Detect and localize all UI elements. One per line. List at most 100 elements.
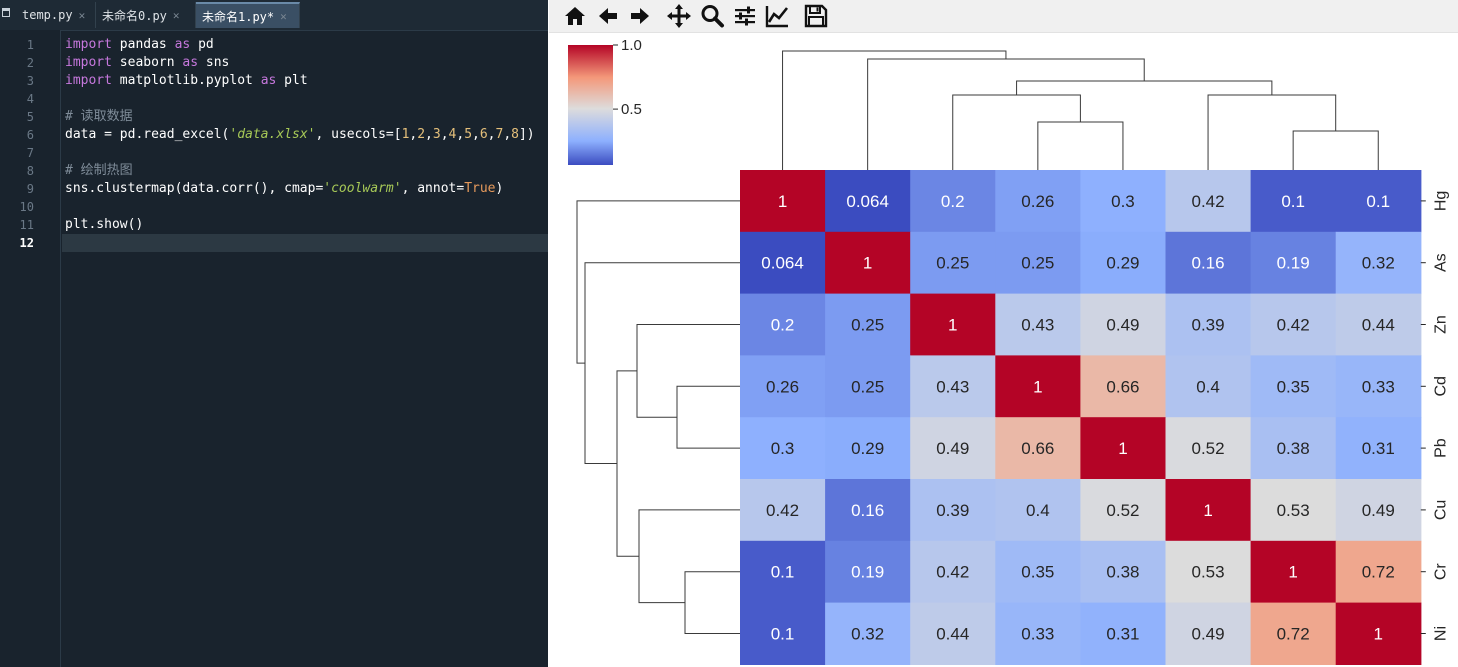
zoom-icon[interactable] bbox=[699, 3, 725, 29]
code-token: pandas bbox=[111, 37, 175, 52]
heatmap-cell-annotation: 0.66 bbox=[1021, 439, 1054, 458]
tab-untitled-0-py[interactable]: 未命名0.py ✕ bbox=[96, 2, 196, 28]
tab-untitled-1-py[interactable]: 未命名1.py* ✕ bbox=[196, 2, 300, 28]
heatmap-cell bbox=[825, 417, 911, 480]
heatmap-cell bbox=[740, 355, 826, 418]
line-number: 10 bbox=[19, 200, 34, 214]
heatmap-cell bbox=[1250, 355, 1337, 418]
heatmap-cell bbox=[1250, 540, 1337, 604]
home-icon[interactable] bbox=[562, 3, 588, 29]
close-icon[interactable]: ✕ bbox=[280, 9, 287, 23]
code-token: , bbox=[487, 127, 496, 142]
heatmap-cell-annotation: 0.1 bbox=[771, 625, 795, 644]
column-dendrogram-link bbox=[1016, 80, 1273, 95]
heatmap-cell bbox=[1165, 231, 1252, 295]
code-line: plt.show() bbox=[65, 216, 143, 234]
line-number: 11 bbox=[19, 218, 34, 232]
code-token: , bbox=[503, 127, 512, 142]
code-token: import bbox=[65, 55, 112, 70]
heatmap-cell-annotation: 0.26 bbox=[766, 377, 799, 396]
save-icon[interactable] bbox=[803, 3, 829, 29]
heatmap-cell bbox=[1165, 293, 1252, 356]
code-line: data = pd.read_excel('data.xlsx', usecol… bbox=[65, 126, 535, 144]
heatmap-cell bbox=[910, 170, 996, 233]
pan-icon[interactable] bbox=[666, 3, 692, 29]
code-token: as bbox=[174, 37, 191, 52]
heatmap-cell-annotation: 0.064 bbox=[761, 254, 804, 273]
heatmap-cell bbox=[1165, 417, 1252, 480]
code-line: # 读取数据 bbox=[65, 108, 133, 126]
code-area[interactable]: import pandas as pd import seaborn as sns… bbox=[62, 30, 548, 667]
heatmap-cell bbox=[995, 602, 1081, 665]
heatmap-grid: 1 0.064 0.2 0.26 0.3 0.42 0.1 0.1 0.064 1 0.25 0.25… bbox=[740, 170, 1422, 665]
heatmap-cell bbox=[740, 293, 826, 356]
heatmap-cell-annotation: 0.4 bbox=[1026, 501, 1050, 520]
line-number-gutter: 1 2 3 4 5 6 7 8 9 10 11 12 bbox=[0, 30, 61, 667]
heatmap-cell-annotation: 0.49 bbox=[1106, 316, 1139, 335]
heatmap-cell bbox=[740, 602, 826, 665]
row-dendrogram-link bbox=[576, 200, 740, 364]
heatmap-cell bbox=[1335, 540, 1422, 604]
row-tick-label: Zn bbox=[1432, 315, 1449, 334]
column-dendrogram-link bbox=[867, 58, 1145, 170]
code-token: , bbox=[472, 127, 480, 142]
heatmap-cell bbox=[1335, 293, 1422, 356]
heatmap-cell-annotation: 0.3 bbox=[771, 439, 795, 458]
figure-canvas[interactable]: 1.0 0.5 1 0.064 0.2 0.26 0.3 0.42 0.1 0.1 0.064 1 0… bbox=[549, 33, 1458, 667]
heatmap-cell-annotation: 0.49 bbox=[936, 439, 969, 458]
back-arrow-icon[interactable] bbox=[595, 3, 621, 29]
code-token: as bbox=[182, 55, 199, 70]
clustermap-plot: 1.0 0.5 1 0.064 0.2 0.26 0.3 0.42 0.1 0.1 0.064 1 0… bbox=[568, 37, 1449, 665]
edit-axes-icon[interactable] bbox=[764, 3, 790, 29]
colorbar: 1.0 0.5 bbox=[568, 37, 642, 165]
navigation-toolbar bbox=[549, 0, 1458, 33]
heatmap-cell-annotation: 0.35 bbox=[1277, 377, 1310, 396]
heatmap-cell-annotation: 0.1 bbox=[1281, 192, 1305, 211]
heatmap-cell-annotation: 0.19 bbox=[1277, 254, 1310, 273]
heatmap-cell-annotation: 0.53 bbox=[1277, 501, 1310, 520]
heatmap-cell bbox=[825, 355, 911, 418]
heatmap-cell-annotation: 0.29 bbox=[851, 439, 884, 458]
code-token: , usecols=[ bbox=[315, 127, 402, 142]
column-dendrogram-link bbox=[1292, 130, 1379, 170]
close-icon[interactable]: ✕ bbox=[172, 8, 180, 22]
code-token: ]) bbox=[518, 127, 535, 142]
subplots-icon[interactable] bbox=[732, 3, 758, 29]
editor-pane-icon[interactable] bbox=[2, 8, 10, 17]
heatmap-cell-annotation: 1 bbox=[1118, 439, 1127, 458]
line-number: 7 bbox=[26, 146, 34, 160]
code-line: # 绘制热图 bbox=[65, 162, 133, 180]
line-number: 2 bbox=[26, 56, 34, 70]
heatmap-cell-annotation: 0.39 bbox=[1192, 316, 1225, 335]
code-token: # 绘制热图 bbox=[65, 163, 133, 178]
heatmap-cell bbox=[995, 417, 1081, 480]
code-line: import pandas as pd bbox=[65, 36, 214, 54]
code-token: , bbox=[440, 127, 449, 142]
heatmap-cell bbox=[740, 170, 826, 233]
row-tick-label: Cr bbox=[1432, 563, 1449, 581]
heatmap-cell-annotation: 0.16 bbox=[1192, 254, 1225, 273]
heatmap-cell bbox=[1335, 355, 1422, 418]
matplotlib-figure-window: 1.0 0.5 1 0.064 0.2 0.26 0.3 0.42 0.1 0.1 0.064 1 0… bbox=[549, 0, 1458, 667]
tab-temp-py[interactable]: temp.py ✕ bbox=[16, 2, 96, 28]
heatmap-cell-annotation: 0.49 bbox=[1362, 501, 1395, 520]
code-token: 2 bbox=[417, 127, 426, 142]
heatmap-cell-annotation: 0.2 bbox=[771, 316, 795, 335]
heatmap-cell bbox=[1080, 479, 1167, 542]
colorbar-tick-label: 0.5 bbox=[621, 101, 642, 118]
code-token: plt.show() bbox=[65, 217, 144, 232]
code-token: 3 bbox=[432, 127, 441, 142]
heatmap-cell bbox=[1250, 417, 1337, 480]
heatmap-cell bbox=[910, 540, 996, 604]
heatmap-cell bbox=[1250, 602, 1337, 665]
row-tick-label: Cu bbox=[1432, 500, 1449, 520]
close-icon[interactable]: ✕ bbox=[78, 8, 86, 22]
heatmap-cell bbox=[1250, 170, 1337, 233]
heatmap-cell-annotation: 1 bbox=[1203, 501, 1212, 520]
forward-arrow-icon[interactable] bbox=[627, 3, 653, 29]
heatmap-cell bbox=[825, 293, 911, 356]
heatmap-cell-annotation: 0.43 bbox=[936, 377, 969, 396]
heatmap-cell bbox=[1080, 293, 1167, 356]
heatmap-cell-annotation: 1 bbox=[1033, 377, 1042, 396]
